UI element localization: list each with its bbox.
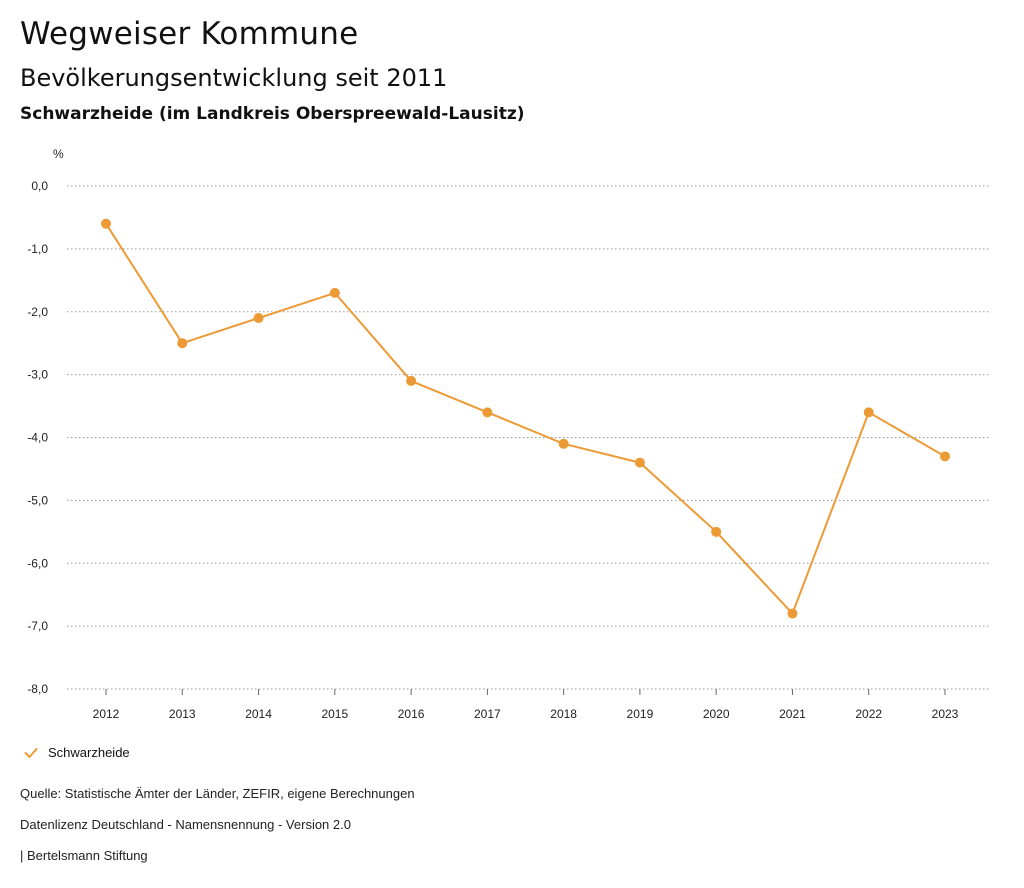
y-axis-unit: %: [53, 147, 64, 161]
data-point[interactable]: [711, 526, 722, 537]
chart-subtitle: Bevölkerungsentwicklung seit 2011: [20, 64, 448, 92]
data-point[interactable]: [634, 457, 645, 468]
legend[interactable]: Schwarzheide: [24, 745, 130, 760]
x-tick-label: 2021: [779, 707, 806, 721]
line-chart: % 0,0 -1,0 -2,0 -3,0 -4,0 -5,0 -6,0 -7,0 -8,0 20…: [27, 147, 990, 721]
check-icon: [24, 747, 38, 758]
license-note: Datenlizenz Deutschland - Namensnennung …: [20, 817, 351, 832]
y-tick-label: -3,0: [27, 368, 48, 382]
y-tick-label: -1,0: [27, 242, 48, 256]
y-tick-label: -7,0: [27, 619, 48, 633]
chart-title: Wegweiser Kommune: [20, 16, 359, 52]
x-tick-label: 2014: [245, 707, 272, 721]
y-tick-label: -2,0: [27, 305, 48, 319]
source-note: Quelle: Statistische Ämter der Länder, Z…: [20, 786, 415, 801]
data-point[interactable]: [329, 287, 340, 298]
y-tick-label: -4,0: [27, 431, 48, 445]
data-point[interactable]: [940, 451, 950, 462]
x-tick-label: 2017: [474, 707, 501, 721]
data-point[interactable]: [482, 407, 493, 418]
x-tick-label: 2022: [855, 707, 882, 721]
x-tick-label: 2013: [169, 707, 196, 721]
data-point[interactable]: [787, 608, 798, 619]
data-point[interactable]: [177, 338, 188, 349]
y-tick-label: -6,0: [27, 556, 48, 570]
data-point[interactable]: [101, 218, 111, 229]
legend-label: Schwarzheide: [48, 745, 130, 760]
y-tick-label: -5,0: [27, 493, 48, 507]
x-tick-label: 2015: [321, 707, 348, 721]
publisher-note: | Bertelsmann Stiftung: [20, 848, 148, 863]
x-tick-label: 2018: [550, 707, 577, 721]
data-point[interactable]: [558, 438, 569, 449]
y-tick-label: 0,0: [31, 179, 48, 193]
x-tick-label: 2020: [703, 707, 730, 721]
x-tick-label: 2016: [398, 707, 425, 721]
x-tick-label: 2019: [627, 707, 654, 721]
y-tick-label: -8,0: [27, 682, 48, 696]
data-point[interactable]: [406, 375, 417, 386]
region-label: Schwarzheide (im Landkreis Oberspreewald…: [20, 104, 525, 124]
data-point[interactable]: [253, 313, 264, 324]
x-tick-label: 2012: [93, 707, 120, 721]
x-tick-label: 2023: [932, 707, 959, 721]
series-line: [105, 223, 946, 615]
data-point[interactable]: [863, 407, 874, 418]
